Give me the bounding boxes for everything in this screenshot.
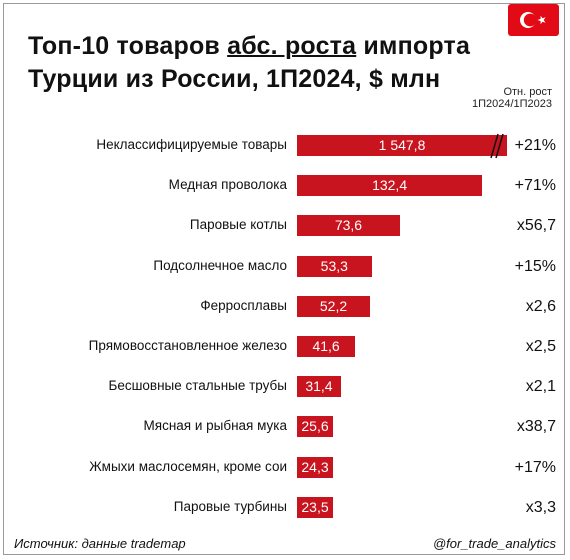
category-label: Мясная и рыбная мука	[143, 418, 287, 434]
bar-value-label: 41,6	[312, 338, 340, 354]
value-bar	[297, 456, 333, 478]
title-part2: импорта	[356, 32, 471, 60]
bar-value-label: 73,6	[334, 217, 363, 234]
value-bar	[297, 295, 371, 317]
value-bar	[297, 135, 507, 156]
bar-row: Ферросплавы 52,2 x2,6	[0, 286, 570, 326]
title-line2: Турции из России, 1П2024, $ млн	[28, 65, 441, 93]
bar-value-label: 31,4	[305, 378, 333, 395]
category-label: Подсолнечное масло	[153, 257, 287, 273]
value-bar	[297, 255, 372, 277]
bar-value-label: 23,5	[301, 498, 329, 515]
axis-break-stroke	[495, 133, 504, 159]
category-label: Медная проволока	[168, 177, 287, 193]
value-bar	[297, 175, 483, 197]
category-label: Жмыхи масло­семян, кроме сои	[89, 458, 287, 474]
bar-value-label: 24,3	[301, 458, 329, 475]
bar-row: Неклассифицируемые товары 1 547,8 +21%	[0, 125, 570, 165]
source-note: Источник: данные trademap	[14, 536, 186, 551]
bar-row: Мясная и рыбная мука 25,6 x38,7	[0, 406, 570, 446]
value-bar	[297, 496, 333, 518]
growth-column-header: Отн. рост 1П2024/1П2023	[432, 86, 552, 110]
title-part1: Топ-10 товаров	[28, 32, 228, 60]
category-label: Бесшовные стальные трубы	[108, 378, 287, 394]
bar-value-label: 1 547,8	[378, 137, 426, 153]
growth-value: +17%	[514, 458, 556, 476]
bar-value-label: 53,3	[320, 257, 348, 274]
axis-break-mark	[490, 133, 504, 159]
bar-row: Паровые турбины 23,5 x3,3	[0, 487, 570, 527]
bar-row: Бесшовные стальные трубы 31,4 x2,1	[0, 366, 570, 406]
growth-value: x38,7	[516, 418, 556, 436]
category-label: Ферросплавы	[200, 297, 287, 313]
bar-row: Подсолнечное масло 53,3 +15%	[0, 246, 570, 286]
chart-frame	[3, 3, 565, 555]
growth-value: +71%	[514, 177, 556, 195]
value-bar	[297, 416, 333, 438]
growth-header-line2: 1П2024/1П2023	[471, 98, 552, 110]
growth-value: x2,6	[525, 297, 556, 315]
category-label: Неклассифицируемые товары	[96, 137, 287, 152]
category-label: Паровые турбины	[173, 498, 287, 514]
chart-title: Топ-10 товаров абс. роста импорта Турции…	[28, 30, 508, 96]
category-label: Паровые котлы	[189, 217, 287, 233]
growth-value: +21%	[514, 137, 556, 154]
bar-value-label: 52,2	[319, 297, 348, 314]
growth-value: x56,7	[516, 217, 556, 235]
turkey-flag-icon	[508, 4, 559, 36]
bar-value-label: 25,6	[301, 418, 329, 435]
value-bar	[297, 215, 400, 237]
bar-row: Жмыхи масло­семян, кроме сои 24,3 +17%	[0, 447, 570, 487]
growth-value: x2,5	[525, 338, 556, 355]
category-label: Прямовосстановленное железо	[88, 338, 287, 353]
value-bar	[297, 336, 356, 357]
growth-value: x3,3	[525, 498, 556, 516]
bar-value-label: 132,4	[372, 177, 408, 194]
bar-row: Паровые котлы 73,6 x56,7	[0, 205, 570, 245]
bar-row: Медная проволока 132,4 +71%	[0, 165, 570, 205]
axis-break-stroke	[490, 133, 499, 159]
bar-row: Прямовосстановленное железо 41,6 x2,5	[0, 326, 570, 366]
value-bar	[297, 376, 341, 398]
growth-header-line1: Отн. рост	[503, 86, 552, 98]
author-handle: @for_trade_analytics	[432, 536, 556, 551]
title-underlined: абс. роста	[227, 32, 357, 60]
growth-value: +15%	[514, 257, 556, 275]
growth-value: x2,1	[525, 378, 556, 396]
